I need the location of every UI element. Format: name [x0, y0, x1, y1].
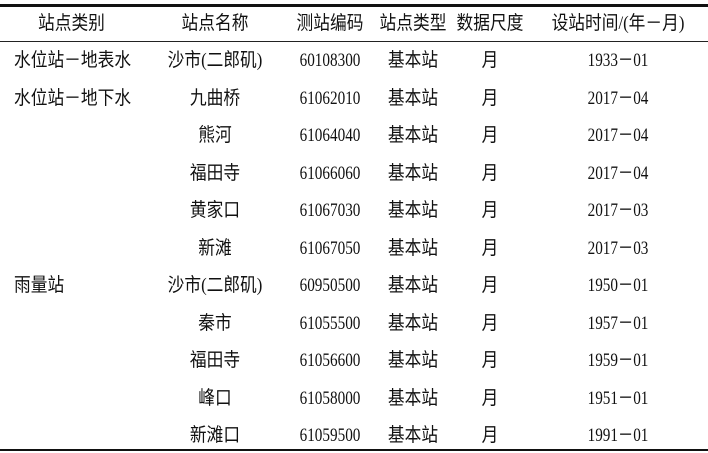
cell-code: 61067030 — [299, 200, 361, 221]
table-row: 黄家口 61067030 基本站 月 2017－03 — [0, 196, 708, 226]
header-time: 设站时间/(年－月) — [551, 13, 685, 34]
cell-time: 2017－04 — [587, 87, 649, 109]
cell-code: 60108300 — [299, 50, 361, 71]
cell-scale: 月 — [481, 200, 499, 221]
cell-type: 基本站 — [387, 312, 439, 334]
cell-time: 1951－01 — [587, 387, 649, 409]
table-header: 站点类别 站点名称 测站编码 站点类型 数据尺度 设站时间/(年－月) — [0, 9, 708, 39]
cell-name: 黄家口 — [189, 200, 241, 221]
cell-type: 基本站 — [387, 200, 439, 221]
cell-name: 沙市(二郎矶) — [167, 275, 263, 296]
table-row: 熊河 61064040 基本站 月 2017－04 — [0, 121, 708, 151]
cell-type: 基本站 — [387, 50, 439, 71]
cell-scale: 月 — [481, 87, 499, 109]
cell-code: 61058000 — [299, 387, 361, 409]
cell-scale: 月 — [481, 312, 499, 334]
cell-type: 基本站 — [387, 387, 439, 409]
header-category: 站点类别 — [38, 13, 105, 34]
cell-code: 61064040 — [299, 125, 361, 146]
cell-category: 水位站－地表水 — [14, 50, 132, 71]
cell-time: 1933－01 — [587, 50, 649, 71]
cell-type: 基本站 — [387, 125, 439, 146]
table-row: 福田寺 61066060 基本站 月 2017－04 — [0, 159, 708, 189]
cell-scale: 月 — [481, 387, 499, 409]
cell-scale: 月 — [481, 425, 499, 446]
cell-code: 61067050 — [299, 237, 361, 259]
table-row: 秦市 61055500 基本站 月 1957－01 — [0, 309, 708, 339]
cell-type: 基本站 — [387, 350, 439, 371]
cell-code: 61062010 — [299, 87, 361, 109]
cell-type: 基本站 — [387, 275, 439, 296]
header-code: 测站编码 — [296, 13, 364, 34]
cell-type: 基本站 — [387, 237, 439, 259]
cell-name: 福田寺 — [189, 350, 241, 371]
cell-code: 60950500 — [299, 275, 361, 296]
cell-name: 秦市 — [198, 312, 232, 334]
cell-name: 新滩口 — [189, 425, 241, 446]
cell-scale: 月 — [481, 237, 499, 259]
cell-category: 水位站－地下水 — [14, 87, 132, 109]
cell-type: 基本站 — [387, 87, 439, 109]
cell-name: 新滩 — [198, 237, 232, 259]
cell-time: 1950－01 — [587, 275, 649, 296]
cell-code: 61066060 — [299, 162, 361, 184]
cell-code: 61055500 — [299, 312, 361, 334]
cell-scale: 月 — [481, 275, 499, 296]
table-row: 峰口 61058000 基本站 月 1951－01 — [0, 384, 708, 414]
cell-time: 2017－03 — [587, 200, 649, 221]
cell-name: 沙市(二郎矶) — [167, 50, 263, 71]
cell-time: 1959－01 — [587, 350, 649, 371]
table-row: 雨量站 沙市(二郎矶) 60950500 基本站 月 1950－01 — [0, 271, 708, 301]
cell-name: 熊河 — [198, 125, 232, 146]
cell-category: 雨量站 — [14, 275, 65, 296]
table-row: 福田寺 61056600 基本站 月 1959－01 — [0, 346, 708, 376]
cell-scale: 月 — [481, 162, 499, 184]
header-type: 站点类型 — [379, 13, 447, 34]
header-name: 站点名称 — [181, 13, 249, 34]
cell-time: 1991－01 — [587, 425, 649, 446]
top-rule — [0, 4, 708, 7]
header-rule — [0, 41, 708, 42]
cell-code: 61059500 — [299, 425, 361, 446]
cell-name: 九曲桥 — [189, 87, 241, 109]
cell-scale: 月 — [481, 125, 499, 146]
table-row: 水位站－地下水 九曲桥 61062010 基本站 月 2017－04 — [0, 84, 708, 114]
cell-name: 福田寺 — [189, 162, 241, 184]
cell-type: 基本站 — [387, 425, 439, 446]
cell-time: 2017－04 — [587, 125, 649, 146]
bottom-rule — [0, 449, 708, 451]
cell-scale: 月 — [481, 350, 499, 371]
cell-time: 1957－01 — [587, 312, 649, 334]
cell-time: 2017－04 — [587, 162, 649, 184]
table-row: 新滩口 61059500 基本站 月 1991－01 — [0, 421, 708, 451]
table-row: 水位站－地表水 沙市(二郎矶) 60108300 基本站 月 1933－01 — [0, 46, 708, 76]
cell-code: 61056600 — [299, 350, 361, 371]
cell-scale: 月 — [481, 50, 499, 71]
table-row: 新滩 61067050 基本站 月 2017－03 — [0, 234, 708, 264]
cell-time: 2017－03 — [587, 237, 649, 259]
header-scale: 数据尺度 — [456, 13, 524, 34]
cell-type: 基本站 — [387, 162, 439, 184]
cell-name: 峰口 — [198, 387, 232, 409]
